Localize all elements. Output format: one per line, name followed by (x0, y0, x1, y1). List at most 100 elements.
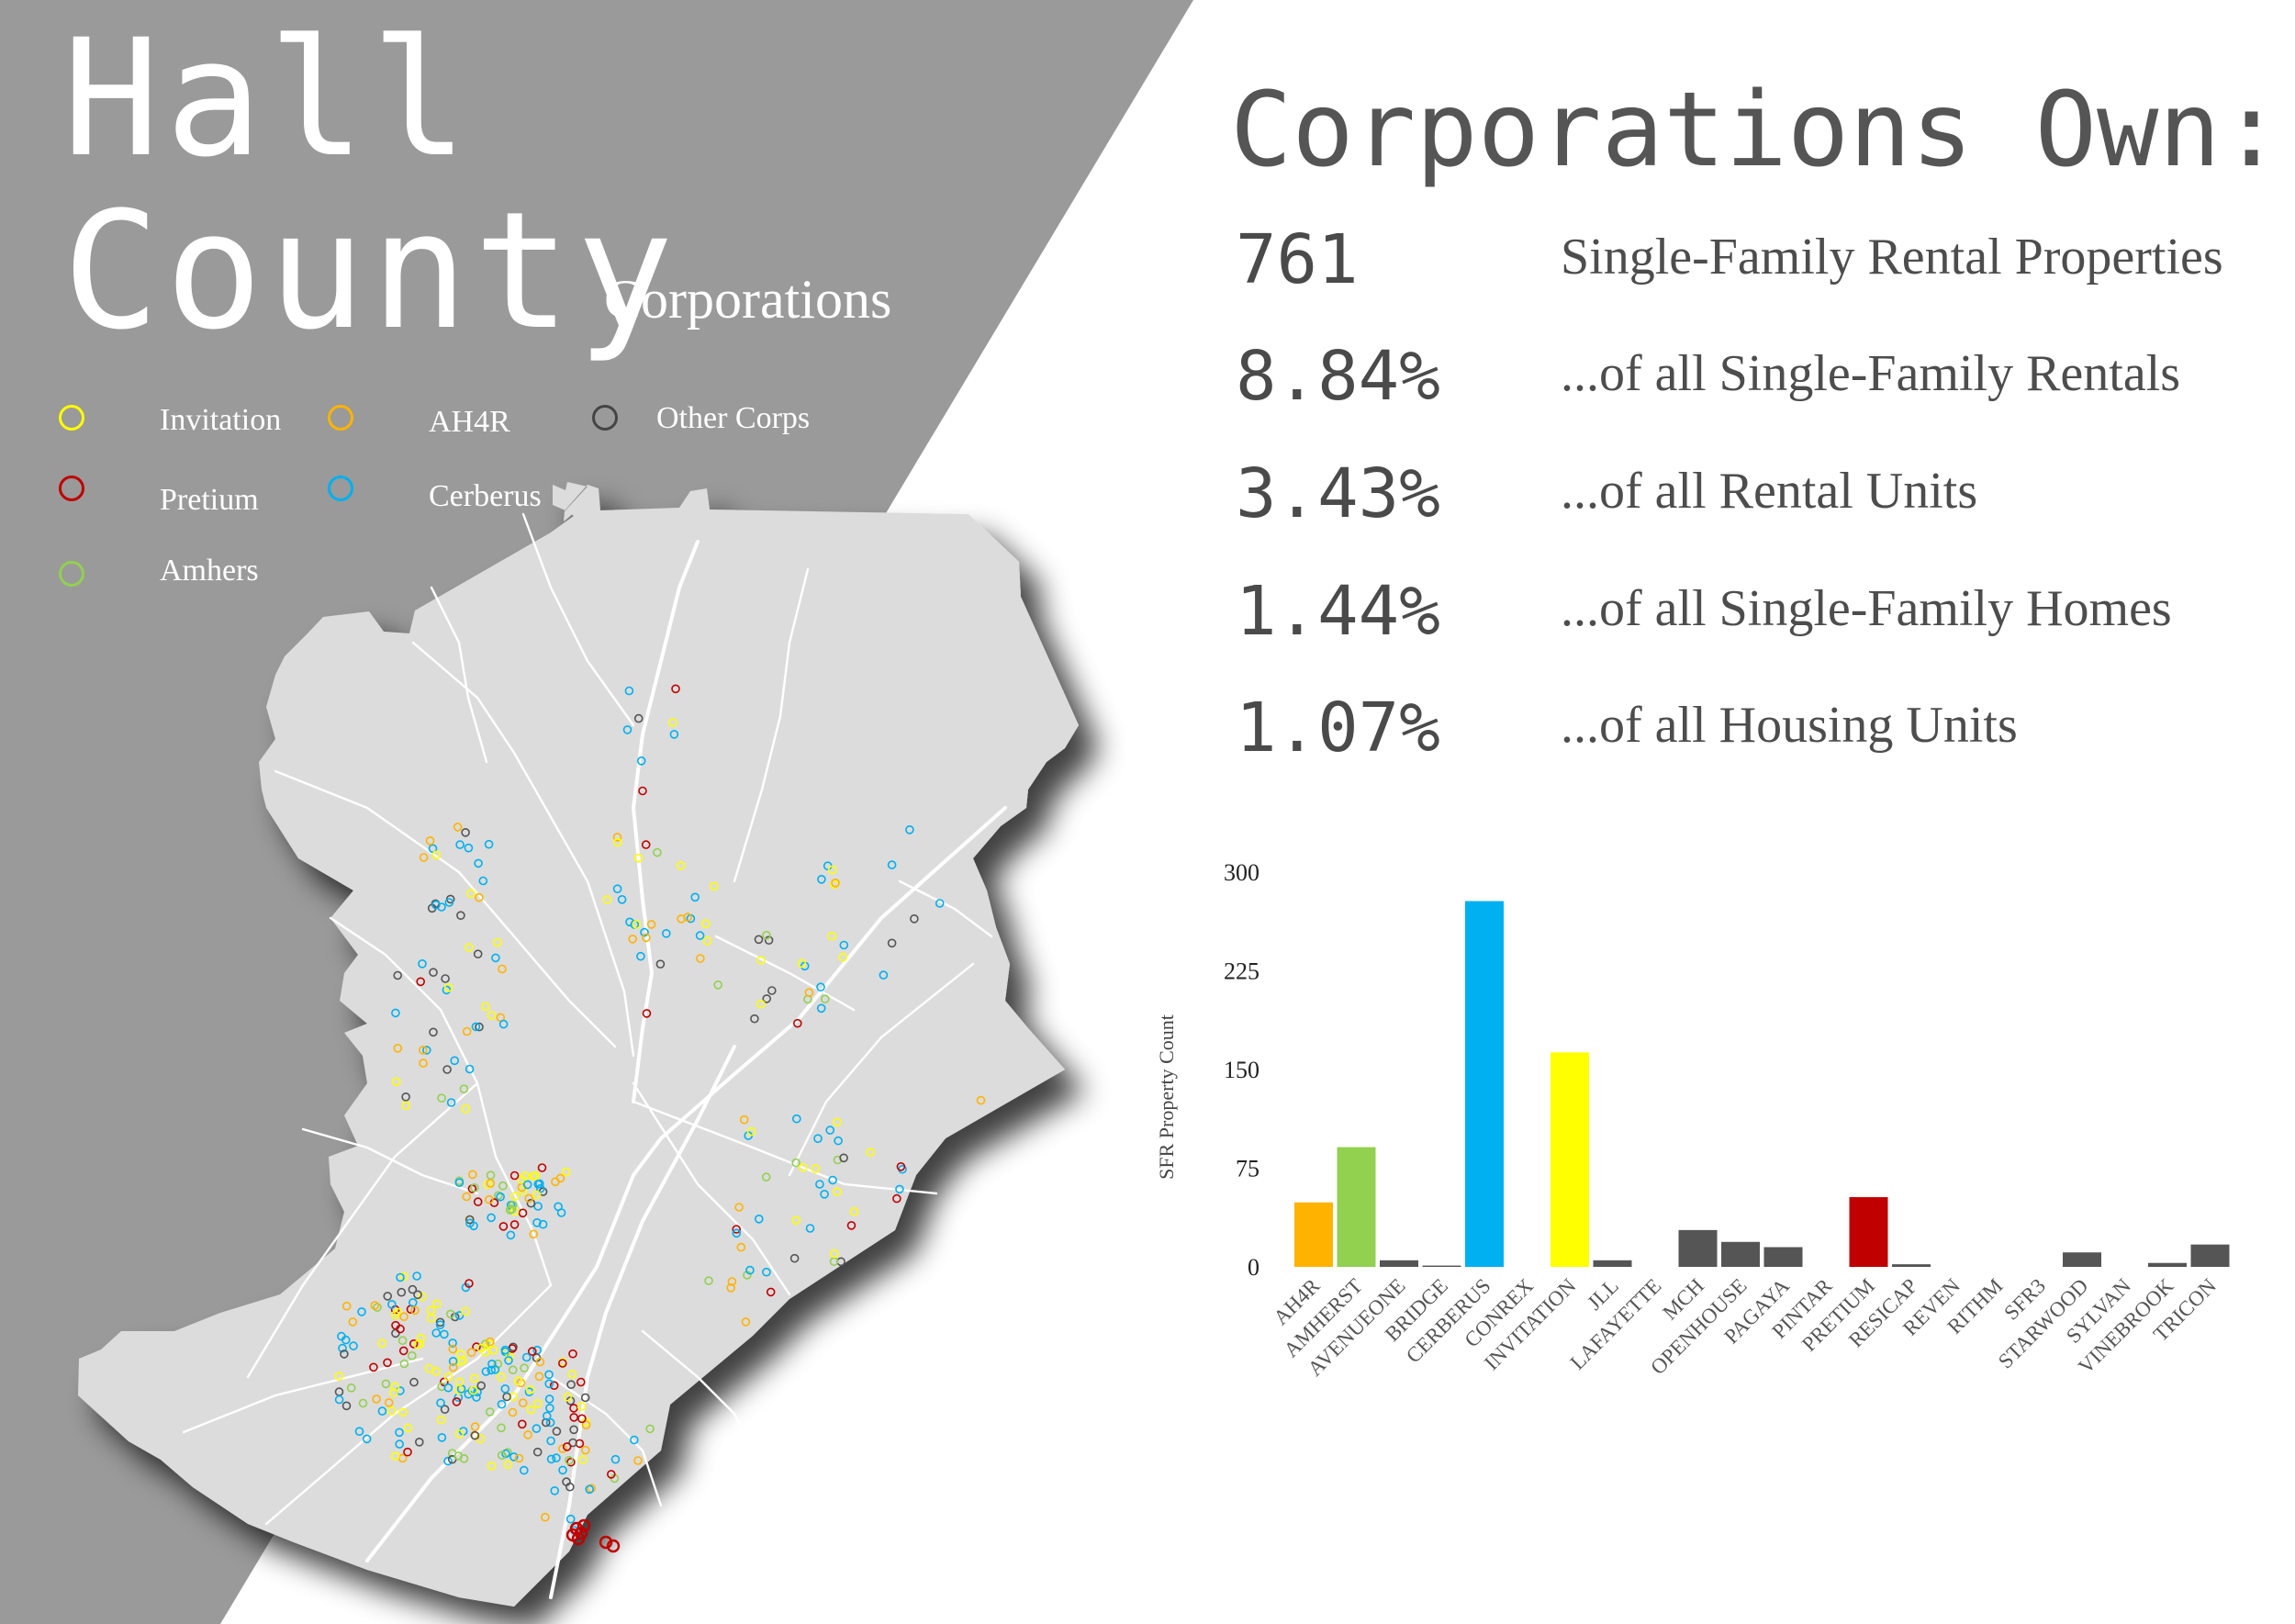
property-marker (577, 1518, 591, 1533)
property-marker (617, 894, 627, 904)
property-marker (471, 1022, 481, 1032)
property-marker (475, 1022, 484, 1032)
stat-label: ...of all Single-Family Homes (1561, 580, 2172, 637)
property-marker (485, 1407, 495, 1417)
property-marker (624, 686, 634, 696)
property-marker (354, 1427, 364, 1436)
property-marker (416, 977, 426, 987)
property-marker (473, 949, 483, 958)
legend-label: Amhers (160, 554, 259, 588)
property-marker (496, 1372, 506, 1382)
property-marker (557, 1359, 567, 1368)
property-marker (546, 1454, 556, 1464)
bar-ah4r (1294, 1202, 1333, 1267)
property-marker (437, 1433, 447, 1442)
y-axis-label: SFR Property Count (1155, 1014, 1178, 1180)
bar-pretium (1849, 1197, 1888, 1267)
legend-label: Cerberus (429, 479, 542, 513)
property-marker (431, 850, 442, 860)
property-marker (435, 1317, 445, 1327)
property-marker (756, 999, 766, 1009)
property-marker (409, 1377, 419, 1387)
property-marker (546, 1436, 555, 1446)
property-marker (523, 1430, 532, 1439)
property-marker (469, 1183, 479, 1193)
property-marker (334, 1372, 344, 1381)
property-marker (636, 756, 646, 766)
property-marker (789, 1253, 800, 1263)
property-marker (508, 1365, 518, 1374)
property-marker (393, 970, 403, 980)
property-marker (518, 1208, 528, 1218)
property-marker (478, 876, 488, 886)
property-marker (500, 1384, 510, 1394)
property-marker (341, 1401, 352, 1411)
property-marker (414, 1438, 424, 1447)
property-marker (418, 1046, 428, 1055)
bar-pagaya (1763, 1247, 1803, 1267)
property-marker (465, 1279, 474, 1288)
property-marker (338, 1343, 347, 1353)
property-marker (446, 1098, 456, 1107)
property-marker (425, 835, 435, 846)
stat-row: 1.44% ...of all Single-Family Homes (1236, 577, 2273, 666)
road-line (521, 512, 635, 727)
road-line (788, 962, 975, 1177)
property-marker (399, 1359, 409, 1369)
road-line (182, 1357, 424, 1434)
property-marker (346, 1383, 356, 1393)
property-marker (895, 1184, 904, 1194)
property-marker (533, 1180, 543, 1189)
property-marker (436, 1415, 446, 1425)
property-marker (498, 1019, 509, 1029)
property-marker (642, 933, 651, 943)
property-marker (509, 1220, 520, 1229)
property-marker (440, 1377, 449, 1387)
property-marker (529, 1229, 539, 1239)
property-marker (622, 725, 633, 734)
property-marker (521, 1352, 532, 1362)
property-marker (441, 974, 450, 983)
property-marker (428, 844, 438, 854)
property-marker (892, 1193, 901, 1204)
property-marker (454, 1377, 465, 1387)
property-marker (496, 1192, 505, 1202)
stat-row: 8.84% ...of all Single-Family Rentals (1236, 342, 2273, 431)
property-marker (391, 1328, 400, 1338)
property-marker (484, 839, 494, 849)
property-marker (458, 1356, 467, 1365)
property-marker (792, 1018, 802, 1028)
property-marker (754, 935, 764, 945)
property-marker (695, 931, 705, 940)
property-marker (804, 988, 814, 997)
property-marker (349, 1341, 358, 1350)
property-marker (743, 1271, 752, 1280)
property-marker (833, 1117, 842, 1127)
property-marker (896, 1162, 906, 1171)
property-marker (766, 1287, 776, 1297)
property-marker (879, 970, 889, 980)
property-marker (612, 833, 622, 842)
property-marker (462, 1192, 472, 1202)
property-marker (640, 927, 649, 937)
property-marker (549, 1381, 559, 1390)
road-line (246, 1081, 479, 1379)
property-marker (555, 1173, 565, 1183)
road-line (430, 586, 488, 764)
legend-amhers-circle-icon (59, 561, 84, 587)
property-marker (509, 1170, 520, 1181)
bar-chart: SFR Property Count 0 75 150 225 300 AH4RAMHE… (1155, 859, 2230, 1381)
property-marker (386, 1300, 397, 1309)
legend-label: Invitation (160, 403, 282, 437)
legend-label: Other Corps (656, 401, 811, 435)
property-marker (585, 1484, 595, 1495)
property-marker (805, 1224, 815, 1233)
property-marker (497, 1450, 507, 1460)
property-marker (443, 983, 453, 992)
property-marker (410, 1305, 420, 1316)
bar-cerberus (1465, 901, 1504, 1267)
property-marker (630, 1435, 639, 1445)
property-marker (761, 1172, 771, 1182)
property-marker (866, 1148, 876, 1157)
property-marker (393, 1044, 403, 1053)
